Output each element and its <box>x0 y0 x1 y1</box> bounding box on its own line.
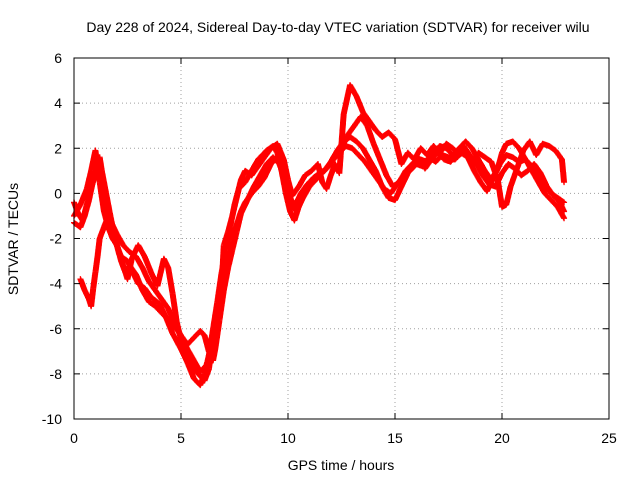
y-tick-label: 4 <box>54 95 62 111</box>
x-tick-label: 15 <box>387 430 403 446</box>
y-axis: -10 -8 -6 -4 -2 0 2 4 6 <box>42 50 609 427</box>
y-tick-label: -6 <box>50 321 63 337</box>
x-tick-label: 20 <box>494 430 510 446</box>
x-axis-title: GPS time / hours <box>288 457 395 473</box>
y-tick-label: -10 <box>42 411 62 427</box>
y-tick-label: 6 <box>54 50 62 66</box>
grid <box>74 58 609 419</box>
chart-title: Day 228 of 2024, Sidereal Day-to-day VTE… <box>86 19 589 35</box>
x-tick-label: 10 <box>280 430 296 446</box>
y-tick-label: 0 <box>54 185 62 201</box>
y-tick-label: -4 <box>50 276 63 292</box>
data-series <box>77 142 568 364</box>
x-axis: 0 5 10 15 20 25 <box>70 58 617 446</box>
y-tick-label: 2 <box>54 140 62 156</box>
y-axis-title: SDTVAR / TECUs <box>5 183 21 295</box>
y-tick-label: -2 <box>50 231 63 247</box>
plot-marks <box>71 82 568 389</box>
x-tick-label: 25 <box>601 430 617 446</box>
x-tick-label: 5 <box>177 430 185 446</box>
x-tick-label: 0 <box>70 430 78 446</box>
y-tick-label: -8 <box>50 366 63 382</box>
